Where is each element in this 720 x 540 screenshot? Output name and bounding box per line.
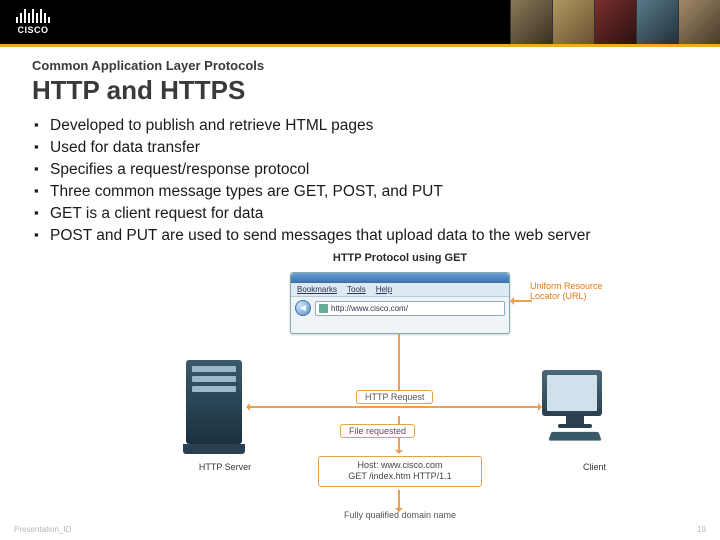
fqdn-label: Fully qualified domain name (320, 510, 480, 520)
cisco-logo: CISCO (16, 9, 50, 35)
file-requested-label: File requested (340, 424, 415, 438)
url-callout: Uniform Resource Locator (URL) (530, 282, 620, 302)
browser-titlebar (291, 273, 509, 283)
header-bar: CISCO (0, 0, 720, 44)
slide-content: Common Application Layer Protocols HTTP … (0, 44, 720, 247)
request-arrow-icon (248, 406, 540, 408)
client-computer-icon (538, 370, 612, 450)
header-photo-strip (510, 0, 720, 44)
slide-number: 19 (697, 525, 706, 534)
bullet-item: Developed to publish and retrieve HTML p… (32, 116, 688, 137)
presentation-id: Presentation_ID (14, 525, 71, 534)
host-request-box: Host: www.cisco.com GET /index.htm HTTP/… (318, 456, 482, 487)
menu-item: Tools (347, 285, 366, 294)
menu-item: Help (376, 285, 392, 294)
bullet-item: Used for data transfer (32, 138, 688, 159)
bullet-item: Specifies a request/response protocol (32, 160, 688, 181)
kicker-text: Common Application Layer Protocols (32, 58, 688, 73)
bullet-item: GET is a client request for data (32, 204, 688, 225)
http-diagram: HTTP Protocol using GET Bookmarks Tools … (180, 252, 620, 520)
arrow-down-icon (398, 334, 400, 392)
url-text: http://www.cisco.com/ (331, 304, 408, 313)
back-icon: ◄ (295, 300, 311, 316)
bullet-item: Three common message types are GET, POST… (32, 182, 688, 203)
page-title: HTTP and HTTPS (32, 75, 688, 106)
browser-address-bar: ◄ http://www.cisco.com/ (291, 297, 509, 319)
client-label: Client (583, 462, 606, 472)
logo-text: CISCO (17, 25, 48, 35)
bullet-list: Developed to publish and retrieve HTML p… (32, 116, 688, 247)
server-label: HTTP Server (180, 462, 270, 472)
diagram-title: HTTP Protocol using GET (333, 252, 467, 264)
slide-footer: Presentation_ID 19 (0, 525, 720, 534)
request-label: HTTP Request (356, 390, 433, 404)
host-line: Host: www.cisco.com (325, 460, 475, 471)
bullet-item: POST and PUT are used to send messages t… (32, 226, 688, 247)
logo-bars-icon (16, 9, 50, 23)
url-field: http://www.cisco.com/ (315, 301, 505, 316)
http-server-icon (186, 360, 248, 458)
browser-window: Bookmarks Tools Help ◄ http://www.cisco.… (290, 272, 510, 334)
menu-item: Bookmarks (297, 285, 337, 294)
site-icon (319, 304, 328, 313)
url-arrow-icon (512, 300, 532, 302)
header-accent-bar (0, 44, 720, 47)
get-line: GET /index.htm HTTP/1.1 (325, 471, 475, 482)
browser-menu: Bookmarks Tools Help (291, 283, 509, 297)
arrow-down-icon (398, 490, 400, 510)
